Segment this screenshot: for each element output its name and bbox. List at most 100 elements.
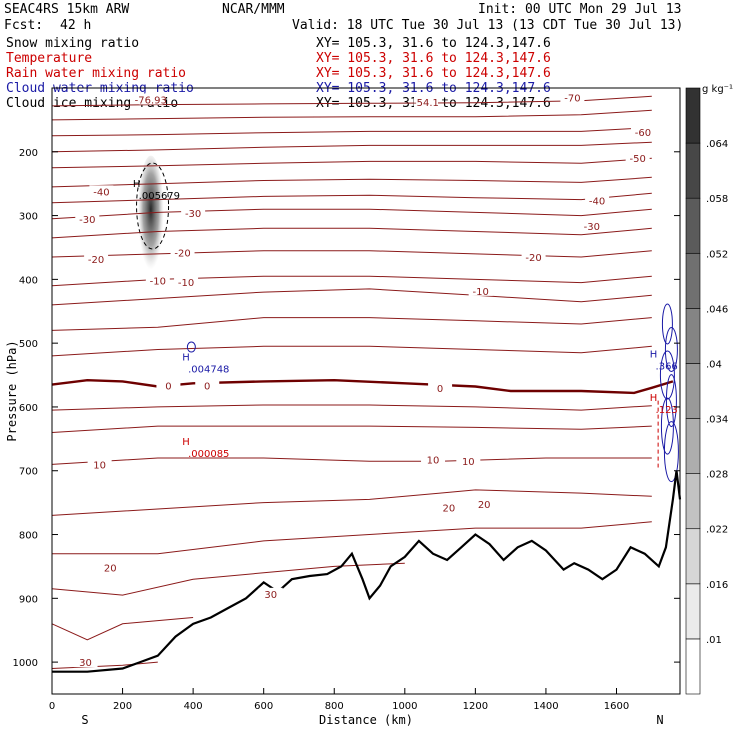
contour-label-bg xyxy=(468,284,493,296)
temperature-contour-label: -60 xyxy=(635,128,651,139)
maximum-value: .004748 xyxy=(188,365,229,376)
colorbar-band xyxy=(685,87,701,144)
colorbar-band xyxy=(685,583,701,640)
temperature-contour xyxy=(51,141,652,153)
colorbar-label: .01 xyxy=(706,635,722,646)
temperature-contour xyxy=(51,562,405,596)
header-fcst-label: Fcst: xyxy=(4,18,44,33)
temperature-contour-label: 20 xyxy=(104,564,117,575)
maximum-marker: H xyxy=(182,353,190,364)
x-tick-label: 600 xyxy=(254,701,273,712)
y-tick-label: 1000 xyxy=(13,658,38,669)
header-org: NCAR/MMM xyxy=(222,2,285,17)
contour-label-bg xyxy=(87,458,112,470)
contour-label-bg xyxy=(138,93,163,105)
temperature-contour xyxy=(51,157,652,169)
colorbar-band xyxy=(685,308,701,364)
y-axis-label: Pressure (hPa) xyxy=(5,340,19,441)
contour-label-bg xyxy=(560,91,585,103)
field-temperature: Temperature xyxy=(6,51,93,66)
temperature-contour xyxy=(51,176,652,188)
cloud-water-contour xyxy=(661,303,673,345)
temperature-contour xyxy=(51,378,674,395)
maximum-marker: H xyxy=(650,349,658,360)
y-tick-label: 800 xyxy=(19,531,38,542)
snow-mixing-ratio-shading xyxy=(137,155,164,276)
y-tick-label: 700 xyxy=(19,467,38,478)
temperature-contour xyxy=(51,404,652,411)
contour-label-bg xyxy=(156,379,181,391)
temperature-contour xyxy=(51,457,652,465)
maximum-marker: H xyxy=(133,179,141,190)
temperature-contour-label: 10 xyxy=(427,455,440,466)
cloud-water-contour xyxy=(663,421,679,483)
temperature-contour-label: 0 xyxy=(204,381,210,392)
contour-label-bg xyxy=(421,453,446,465)
xy-cloud-ice: XY= 105.3, 31.6 to 124.3,147.6 xyxy=(316,96,551,111)
maximum-marker: H xyxy=(182,437,190,448)
temperature-contour-label: 20 xyxy=(443,504,456,515)
temperature-contour xyxy=(52,521,652,555)
temperature-contour-label: 0 xyxy=(437,384,443,395)
field-rain: Rain water mixing ratio xyxy=(6,66,187,81)
colorbar-band xyxy=(685,638,701,695)
field-snow: Snow mixing ratio xyxy=(6,36,140,51)
y-tick-label: 400 xyxy=(19,275,38,286)
temperature-contour xyxy=(51,425,652,433)
x-end-label-north: N xyxy=(656,713,663,727)
x-tick-label: 0 xyxy=(49,701,55,712)
plot-frame xyxy=(51,87,681,695)
cloud-water-contour xyxy=(665,374,677,428)
contour-label-bg xyxy=(145,274,170,286)
temperature-contour-label: -30 xyxy=(185,209,201,220)
temperature-contour-label: -54.1 xyxy=(413,98,439,109)
colorbar-label: .058 xyxy=(706,194,728,205)
x-tick-label: 1400 xyxy=(533,701,558,712)
temperature-contour-label: -10 xyxy=(150,277,166,288)
contour-label-bg xyxy=(98,561,123,573)
contour-label-bg xyxy=(84,252,109,264)
cloud-water-contour xyxy=(659,350,675,400)
x-tick-label: 800 xyxy=(325,701,344,712)
temperature-contour xyxy=(51,192,652,204)
contour-label-bg xyxy=(428,381,453,393)
colorbar-label: .052 xyxy=(706,249,728,260)
colorbar-label: .028 xyxy=(706,470,728,481)
maximum-value: .005679 xyxy=(139,191,180,202)
colorbar-label: .022 xyxy=(706,525,728,536)
x-tick-label: 1000 xyxy=(392,701,417,712)
x-axis-label: Distance (km) xyxy=(319,713,413,727)
xy-snow: XY= 105.3, 31.6 to 124.3,147.6 xyxy=(316,36,551,51)
colorbar-band xyxy=(685,197,701,254)
contour-label-bg xyxy=(521,251,546,263)
terrain-line xyxy=(52,470,682,673)
temperature-contour xyxy=(51,109,652,121)
y-tick-label: 600 xyxy=(19,403,38,414)
cloud-ice-contour xyxy=(136,162,170,250)
temperature-contour-label: -76.93 xyxy=(135,95,167,106)
colorbar-label: .04 xyxy=(706,359,722,370)
y-tick-label: 300 xyxy=(19,212,38,223)
temperature-contour-label: 20 xyxy=(478,500,491,511)
temperature-contour-label: -40 xyxy=(93,187,109,198)
temperature-contour-label: -30 xyxy=(584,222,600,233)
colorbar-band xyxy=(685,252,701,309)
contour-label-bg xyxy=(413,96,438,108)
xy-temperature: XY= 105.3, 31.6 to 124.3,147.6 xyxy=(316,51,551,66)
contour-label-bg xyxy=(73,656,98,668)
contour-label-bg xyxy=(585,194,610,206)
temperature-contour xyxy=(51,317,652,331)
colorbar-band xyxy=(685,418,701,474)
x-tick-label: 1600 xyxy=(604,701,629,712)
cloud-water-contour xyxy=(664,327,678,373)
contour-label-bg xyxy=(630,126,655,138)
x-end-label-south: S xyxy=(81,713,88,727)
x-tick-label: 400 xyxy=(184,701,203,712)
contour-label-bg xyxy=(258,587,283,599)
temperature-contour-label: -20 xyxy=(525,253,541,264)
temperature-contour xyxy=(51,489,652,516)
contour-label-bg xyxy=(579,219,604,231)
temperature-contour xyxy=(51,617,194,641)
cloud-water-contour xyxy=(186,341,196,353)
header-fcst-value: 42 h xyxy=(60,18,92,33)
